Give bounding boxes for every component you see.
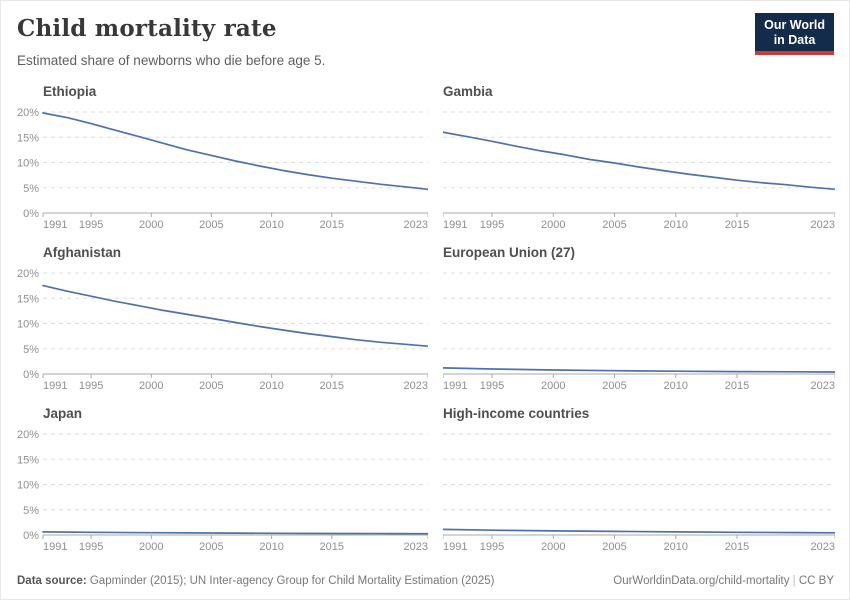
- x-tick-label: 2005: [602, 541, 626, 553]
- y-tick-label: 5%: [23, 183, 39, 195]
- x-tick-label: 2000: [541, 380, 565, 392]
- y-tick-label: 0%: [23, 530, 39, 542]
- x-tick-label: 1991: [443, 380, 467, 392]
- y-tick-label: 10%: [17, 158, 39, 170]
- facet-chart: 1991 1995 2000 2005 2010 2015 2023 0% 5% 10% 15% 20…: [17, 268, 428, 392]
- x-tick-label: 1991: [443, 219, 467, 231]
- x-tick-label: 2015: [725, 541, 749, 553]
- data-line: [443, 367, 835, 373]
- x-tick-label: 2010: [259, 380, 283, 392]
- facet-title: Gambia: [443, 84, 493, 99]
- facet-gambia: Gambia 1991 1995 2000 2005 2010 2015 2023: [443, 83, 835, 232]
- facet-japan: Japan 1991 1995 2000 2005 2010 2015 2023 0% 5% 10%…: [17, 405, 428, 554]
- data-line: [443, 131, 835, 191]
- y-tick-label: 20%: [17, 268, 39, 280]
- facet-chart: 1991 1995 2000 2005 2010 2015 2023: [443, 433, 835, 553]
- license-link[interactable]: CC BY: [798, 575, 834, 587]
- x-tick-label: 1991: [43, 541, 67, 553]
- y-tick-label: 15%: [17, 132, 39, 144]
- x-tick-label: 2000: [541, 541, 565, 553]
- x-tick-label: 2000: [139, 219, 163, 231]
- y-tick-label: 15%: [17, 293, 39, 305]
- x-tick-label: 2005: [199, 541, 223, 553]
- x-tick-label: 2023: [811, 219, 835, 231]
- y-tick-label: 10%: [17, 480, 39, 492]
- y-tick-label: 20%: [17, 107, 39, 119]
- footer-links: OurWorldinData.org/child-mortality | CC …: [613, 575, 834, 587]
- x-tick-label: 1991: [43, 380, 67, 392]
- x-tick-label: 1995: [480, 380, 504, 392]
- x-tick-label: 2005: [199, 219, 223, 231]
- facet-chart: 1991 1995 2000 2005 2010 2015 2023: [443, 272, 835, 392]
- x-tick-label: 2005: [602, 219, 626, 231]
- x-tick-label: 2010: [664, 219, 688, 231]
- x-tick-label: 2023: [811, 380, 835, 392]
- x-tick-label: 2015: [320, 219, 344, 231]
- footer: Data source: Gapminder (2015); UN Inter-…: [17, 575, 834, 587]
- x-tick-label: 2000: [541, 219, 565, 231]
- owid-url-link[interactable]: OurWorldinData.org/child-mortality: [613, 575, 790, 587]
- x-tick-label: 2010: [664, 380, 688, 392]
- page-subtitle: Estimated share of newborns who die befo…: [17, 53, 326, 68]
- footer-separator: |: [789, 575, 799, 587]
- facet-chart: 1991 1995 2000 2005 2010 2015 2023 0% 5% 10% 15% 20…: [17, 107, 428, 231]
- owid-logo-line2: in Data: [773, 33, 816, 47]
- x-tick-label: 2005: [602, 380, 626, 392]
- data-line: [42, 112, 428, 191]
- y-tick-label: 20%: [17, 429, 39, 441]
- owid-logo[interactable]: Our World in Data: [755, 13, 834, 55]
- facet-title: High-income countries: [443, 406, 590, 421]
- x-tick-label: 1995: [79, 541, 103, 553]
- x-tick-label: 1995: [79, 219, 103, 231]
- x-tick-label: 2015: [320, 541, 344, 553]
- facet-grid: Ethiopia 1991 1995 2000 2005 2010 2015 2023 0% 5%…: [17, 83, 835, 554]
- facet-title: Afghanistan: [43, 245, 122, 260]
- x-tick-label: 1995: [480, 219, 504, 231]
- x-tick-label: 2023: [811, 541, 835, 553]
- y-tick-label: 5%: [23, 505, 39, 517]
- x-tick-label: 2000: [139, 541, 163, 553]
- x-tick-label: 2015: [725, 219, 749, 231]
- x-tick-label: 1995: [480, 541, 504, 553]
- facet-title: European Union (27): [443, 245, 576, 260]
- facet-high-income-countries: High-income countries 1991 1995 2000 2005 201…: [443, 405, 835, 554]
- y-tick-label: 10%: [17, 319, 39, 331]
- x-tick-label: 2023: [404, 541, 428, 553]
- x-tick-label: 2010: [259, 219, 283, 231]
- data-source-note: Data source: Gapminder (2015); UN Inter-…: [17, 575, 494, 587]
- x-tick-label: 1995: [79, 380, 103, 392]
- facet-title: Ethiopia: [43, 84, 97, 99]
- data-source-label: Data source:: [17, 575, 87, 587]
- facet-chart: 1991 1995 2000 2005 2010 2015 2023: [443, 111, 835, 231]
- facet-european-union-27: European Union (27) 1991 1995 2000 2005 2010 2…: [443, 244, 835, 393]
- x-tick-label: 2023: [404, 380, 428, 392]
- x-tick-label: 2023: [404, 219, 428, 231]
- y-tick-label: 5%: [23, 344, 39, 356]
- data-source-text: Gapminder (2015); UN Inter-agency Group …: [86, 575, 495, 587]
- facet-title: Japan: [43, 406, 83, 421]
- x-tick-label: 1991: [443, 541, 467, 553]
- y-tick-label: 15%: [17, 454, 39, 466]
- y-tick-label: 0%: [23, 369, 39, 381]
- x-tick-label: 2010: [259, 541, 283, 553]
- page-title: Child mortality rate: [17, 15, 277, 42]
- y-tick-label: 0%: [23, 208, 39, 220]
- x-tick-label: 2010: [664, 541, 688, 553]
- x-tick-label: 2000: [139, 380, 163, 392]
- x-tick-label: 2015: [725, 380, 749, 392]
- data-line: [42, 284, 428, 348]
- data-line: [42, 531, 428, 535]
- x-tick-label: 1991: [43, 219, 67, 231]
- data-line: [443, 528, 835, 534]
- x-tick-label: 2005: [199, 380, 223, 392]
- facet-ethiopia: Ethiopia 1991 1995 2000 2005 2010 2015 2023 0% 5%…: [17, 83, 428, 232]
- facet-chart: 1991 1995 2000 2005 2010 2015 2023 0% 5% 10% 15% 20…: [17, 429, 428, 553]
- x-tick-label: 2015: [320, 380, 344, 392]
- facet-afghanistan: Afghanistan 1991 1995 2000 2005 2010 2015 2023 0…: [17, 244, 428, 393]
- owid-logo-line1: Our World: [764, 18, 825, 32]
